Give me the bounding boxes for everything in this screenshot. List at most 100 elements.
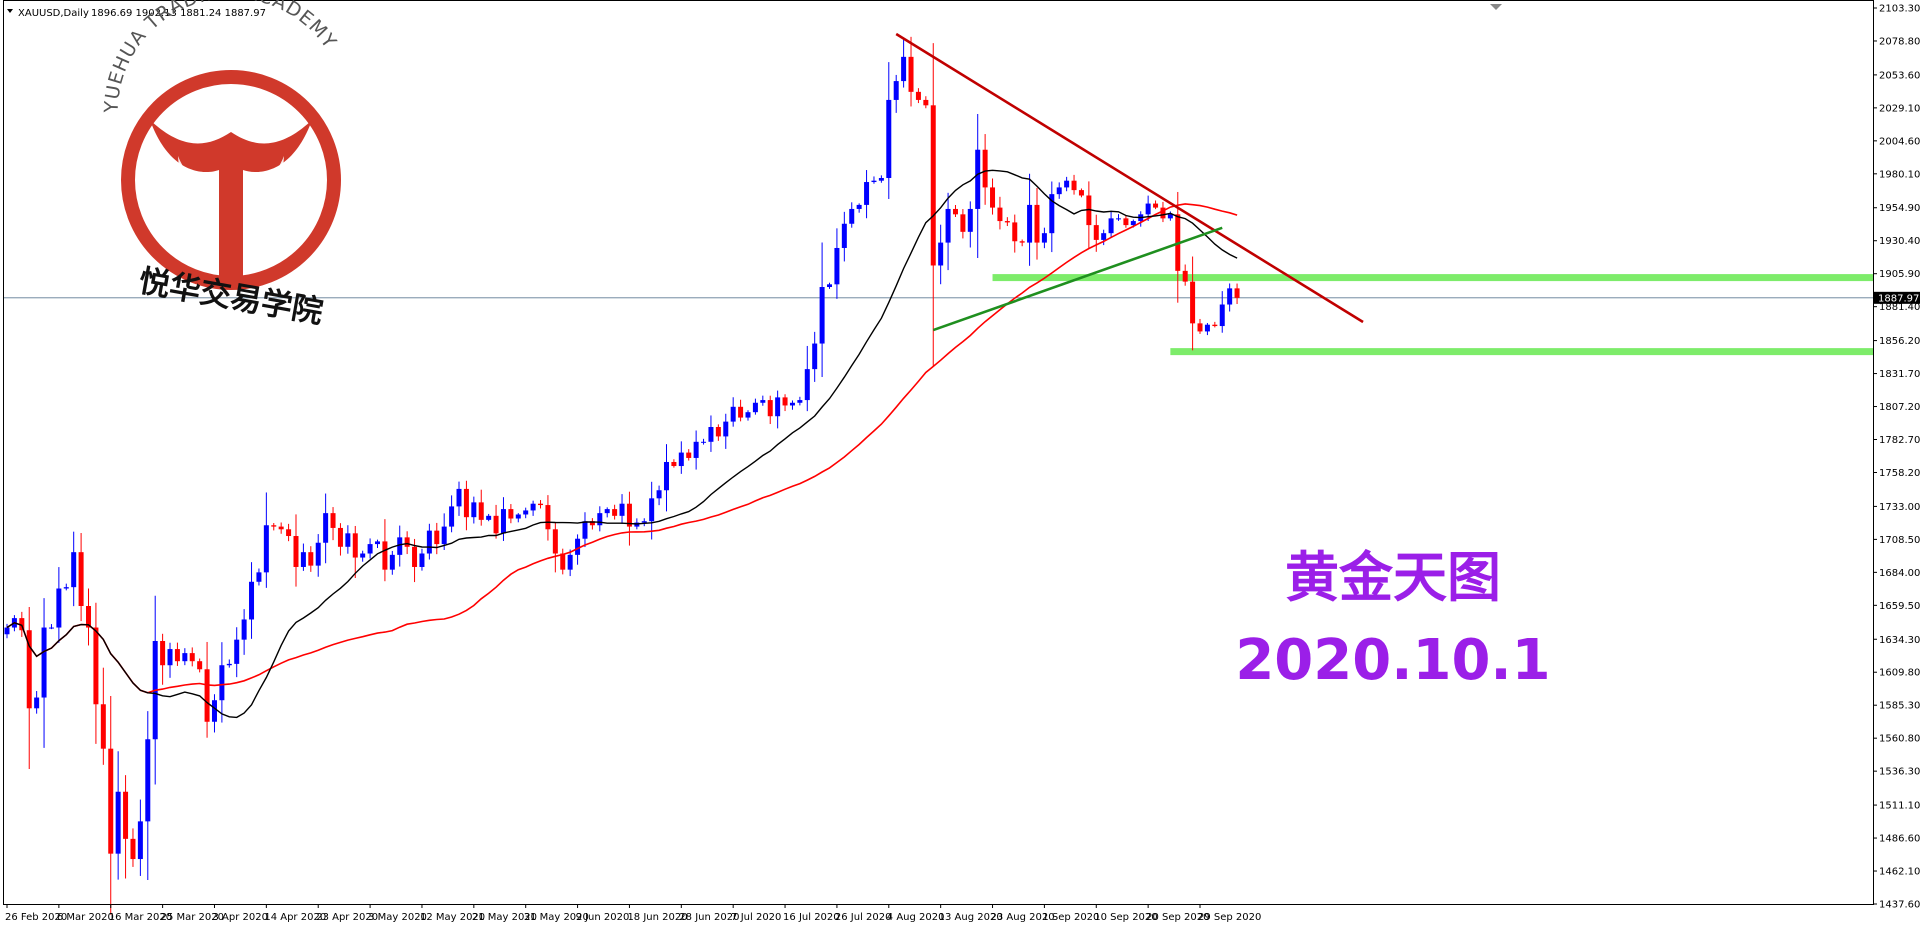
candle-body: [426, 530, 432, 554]
candle: [901, 38, 907, 88]
x-tick-label: 12 May 2020: [420, 912, 485, 923]
candle: [678, 441, 684, 474]
x-tick-label: 25 Mar 2020: [161, 912, 224, 923]
candle: [752, 398, 758, 415]
candle: [871, 176, 877, 184]
candle: [693, 430, 699, 470]
y-tick-label: 1733.00: [1879, 502, 1920, 513]
candle: [530, 500, 536, 516]
candle: [56, 567, 62, 643]
candle: [723, 413, 729, 449]
candle-body: [545, 505, 551, 530]
candle: [419, 548, 425, 571]
candle-body: [71, 552, 77, 588]
candle: [864, 170, 870, 219]
candle: [1056, 182, 1062, 199]
candle: [78, 533, 84, 622]
candle-body: [856, 204, 862, 209]
candle: [1064, 176, 1070, 192]
candle: [975, 114, 981, 259]
candle-body: [1101, 233, 1107, 240]
candle: [71, 531, 77, 607]
candle-body: [1160, 207, 1166, 219]
candle: [804, 345, 810, 412]
candle-body: [1130, 221, 1136, 226]
candle: [1153, 200, 1159, 210]
candle: [649, 481, 655, 540]
candle: [26, 607, 32, 769]
candle: [789, 400, 795, 410]
candle: [197, 658, 203, 673]
y-tick-label: 1930.40: [1879, 236, 1920, 247]
x-tick-label: 16 Jul 2020: [783, 912, 840, 923]
candle-body: [19, 618, 25, 631]
y-tick-label: 1881.40: [1879, 302, 1920, 313]
candle: [160, 633, 166, 685]
candle-body: [63, 587, 69, 589]
candle-body: [871, 180, 877, 183]
candle: [286, 523, 292, 542]
candle: [745, 410, 751, 421]
candle-body: [960, 214, 966, 232]
candle: [915, 88, 921, 104]
candle-body: [1041, 233, 1047, 243]
candle-body: [404, 537, 410, 547]
candle-body: [241, 619, 247, 640]
menu-triangle-icon[interactable]: [7, 9, 13, 13]
candle: [1182, 264, 1188, 286]
candle: [456, 481, 462, 516]
candle-body: [93, 627, 99, 705]
candle-body: [234, 639, 240, 664]
candle-body: [256, 572, 262, 582]
candle-body: [293, 536, 299, 567]
candle-body: [1108, 218, 1114, 234]
candle-body: [560, 553, 566, 570]
candle-body: [123, 791, 129, 839]
candle-body: [145, 739, 151, 822]
y-tick-label: 2004.60: [1879, 136, 1920, 147]
candle: [471, 496, 477, 524]
y-tick-label: 1486.60: [1879, 834, 1920, 845]
candle-body: [500, 509, 506, 534]
candle: [656, 485, 662, 506]
candle-body: [678, 452, 684, 467]
candle-body: [582, 521, 588, 539]
candle: [189, 647, 195, 667]
candle-body: [1034, 204, 1040, 243]
candle: [1027, 173, 1033, 266]
candle-body: [567, 554, 573, 570]
candle-body: [997, 207, 1003, 222]
x-tick-label: 26 Jul 2020: [835, 912, 892, 923]
x-tick-label: 26 Feb 2020: [5, 912, 67, 923]
candle: [589, 518, 595, 530]
y-tick-label: 1511.10: [1879, 801, 1920, 812]
scroll-marker-icon[interactable]: [1490, 4, 1502, 10]
price-axis[interactable]: 2103.30 2078.80 2053.60 2029.10 2004.60 1980.…: [1873, 4, 1920, 911]
candle-body: [1093, 225, 1099, 240]
candle-body: [493, 515, 499, 534]
candle-body: [508, 509, 514, 519]
candle: [1034, 187, 1040, 260]
candle-body: [337, 527, 343, 547]
candle-body: [219, 665, 225, 701]
x-tick-label: 13 Aug 2020: [939, 912, 1003, 923]
y-tick-label: 1758.20: [1879, 468, 1920, 479]
y-tick-label: 1831.70: [1879, 369, 1920, 380]
candle: [86, 588, 92, 646]
candle-body: [412, 546, 418, 567]
candle-body: [886, 99, 892, 178]
candle: [582, 512, 588, 548]
candle-body: [604, 509, 610, 514]
candle: [760, 395, 766, 406]
candle: [278, 522, 284, 534]
candle-body: [263, 525, 269, 573]
candle-body: [1145, 203, 1151, 215]
y-tick-label: 1980.10: [1879, 169, 1920, 180]
y-tick-label: 1609.80: [1879, 668, 1920, 679]
candle-body: [597, 513, 603, 526]
candle-body: [367, 544, 373, 554]
candle-body: [1190, 281, 1196, 324]
